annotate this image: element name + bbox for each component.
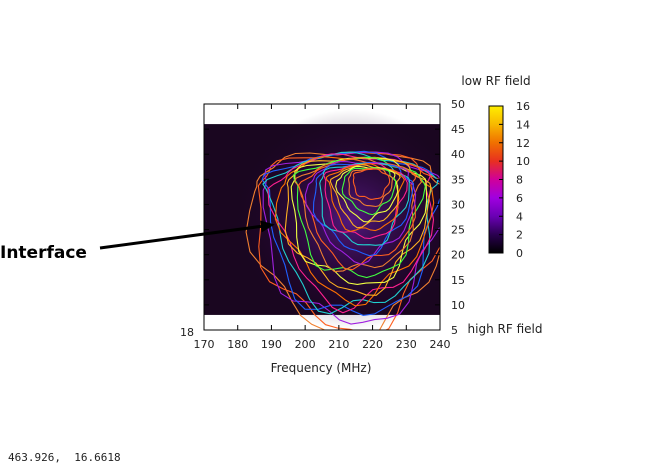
x-tick-label: 170 — [194, 338, 215, 351]
contour-line — [319, 162, 411, 246]
contour-line — [335, 165, 399, 223]
x-tick-label: 200 — [295, 338, 316, 351]
corner-label: 18 — [180, 326, 194, 339]
x-tick-label: 210 — [328, 338, 349, 351]
colorbar-tick-label: 4 — [516, 210, 523, 223]
x-tick-label: 240 — [430, 338, 451, 351]
plot-frame — [203, 103, 441, 331]
high-rf-field-label: high RF field — [468, 322, 543, 336]
contour-line — [284, 156, 432, 296]
x-tick-label: 220 — [362, 338, 383, 351]
y-tick-label: 5 — [451, 324, 458, 337]
y-tick-label: 35 — [451, 173, 465, 186]
contour-line — [298, 158, 416, 271]
colorbar-tick-label: 2 — [516, 229, 523, 242]
interface-annotation: Interface — [0, 243, 87, 263]
contour-line — [352, 168, 391, 200]
low-rf-field-label: low RF field — [461, 74, 530, 88]
x-tick-label: 180 — [227, 338, 248, 351]
interface-arrow-line — [99, 224, 262, 250]
interface-arrow-head — [260, 220, 275, 233]
contour-line — [245, 151, 440, 330]
y-tick-label: 20 — [451, 249, 465, 262]
x-tick-label: 190 — [261, 338, 282, 351]
colorbar-tick-label: 10 — [516, 155, 530, 168]
y-tick-label: 45 — [451, 123, 465, 136]
contour-line — [267, 153, 435, 314]
y-tick-label: 15 — [451, 274, 465, 287]
y-axis-ticks: 5 10 15 20 25 30 35 40 45 50 — [204, 98, 465, 337]
colorbar-tick-label: 16 — [516, 100, 530, 113]
colorbar-tick-label: 6 — [516, 192, 523, 205]
contour-line — [290, 157, 428, 285]
coordinate-readout: 463.926, 16.6618 — [8, 451, 121, 464]
y-tick-label: 25 — [451, 224, 465, 237]
colorbar-tick-label: 12 — [516, 137, 530, 150]
contour-line — [323, 162, 408, 240]
x-axis-title: Frequency (MHz) — [271, 361, 372, 375]
contour-line — [262, 151, 440, 325]
y-tick-label: 40 — [451, 148, 465, 161]
x-tick-label: 230 — [396, 338, 417, 351]
contour-line — [348, 167, 394, 208]
y-tick-label: 50 — [451, 98, 465, 111]
heatmap-glow — [230, 109, 440, 330]
contour-line — [257, 151, 440, 330]
y-tick-label: 30 — [451, 198, 465, 211]
y-tick-label: 10 — [451, 299, 465, 312]
colorbar-ticks: 0 2 4 6 8 10 12 14 16 — [499, 100, 530, 260]
colorbar-tick-label: 8 — [516, 174, 523, 187]
x-axis-ticks: 170 180 190 200 210 220 230 240 — [194, 104, 451, 351]
colorbar-tick-label: 0 — [516, 247, 523, 260]
colorbar-tick-label: 14 — [516, 118, 530, 131]
contour-lines — [245, 150, 440, 330]
